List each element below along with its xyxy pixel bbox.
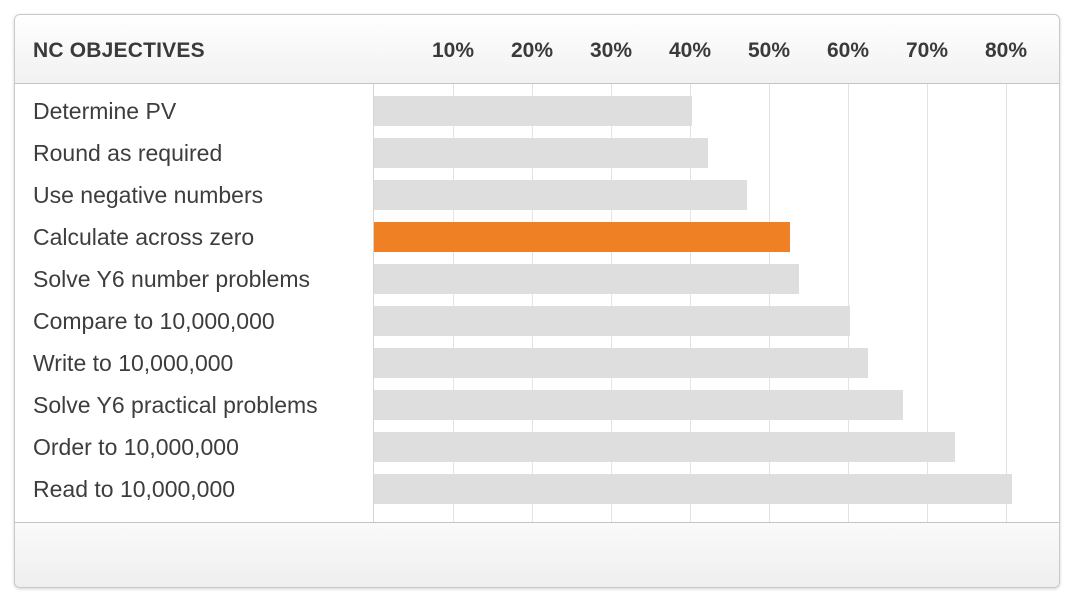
category-label: Solve Y6 practical problems	[33, 392, 318, 418]
bar	[374, 390, 904, 420]
chart-title: NC OBJECTIVES	[33, 39, 205, 62]
bar	[374, 348, 868, 378]
x-tick-label: 60%	[826, 39, 870, 62]
x-tick-label: 30%	[589, 39, 633, 62]
x-tick-label: 80%	[984, 39, 1028, 62]
grid-line	[532, 84, 533, 522]
category-label: Compare to 10,000,000	[33, 308, 275, 334]
grid-line	[927, 84, 928, 522]
y-axis-line	[373, 84, 374, 522]
category-label: Write to 10,000,000	[33, 350, 234, 376]
category-label: Order to 10,000,000	[33, 434, 239, 460]
x-tick-label: 50%	[747, 39, 791, 62]
chart-header: NC OBJECTIVES 10% 20% 30% 40% 50% 60% 70% 80%	[15, 15, 1059, 84]
bar	[374, 96, 693, 126]
bar	[374, 432, 956, 462]
x-tick-label: 10%	[431, 39, 475, 62]
x-tick-label: 70%	[905, 39, 949, 62]
bar-highlighted	[374, 222, 790, 252]
grid-line	[690, 84, 691, 522]
grid-line	[848, 84, 849, 522]
category-label: Determine PV	[33, 98, 177, 124]
x-tick-label: 20%	[510, 39, 554, 62]
grid-line	[611, 84, 612, 522]
category-label: Use negative numbers	[33, 182, 264, 208]
grid-line	[1006, 84, 1007, 522]
chart-card: NC OBJECTIVES 10% 20% 30% 40% 50% 60% 70% 80% D…	[14, 14, 1060, 588]
bar	[374, 306, 850, 336]
bar	[374, 138, 709, 168]
category-label: Round as required	[33, 140, 223, 166]
grid-line	[453, 84, 454, 522]
x-tick-label: 40%	[668, 39, 712, 62]
category-label: Calculate across zero	[33, 224, 255, 250]
chart-body: Determine PV Round as required Use negativ…	[15, 84, 1059, 522]
bar	[374, 264, 800, 294]
category-label: Read to 10,000,000	[33, 476, 236, 502]
category-label: Solve Y6 number problems	[33, 266, 310, 292]
bar	[374, 474, 1012, 504]
bar	[374, 180, 747, 210]
chart-footer	[15, 522, 1059, 587]
grid-line	[769, 84, 770, 522]
